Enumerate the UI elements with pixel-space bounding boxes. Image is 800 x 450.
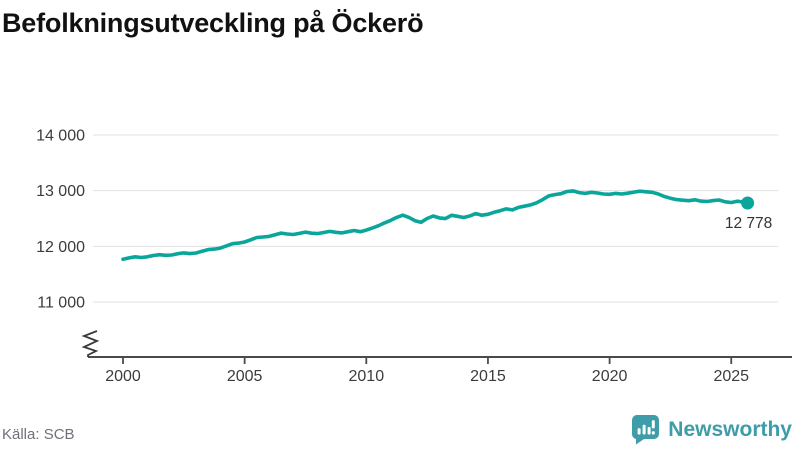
y-tick-label: 14 000 xyxy=(36,127,85,144)
x-tick-label: 2025 xyxy=(713,368,749,385)
x-tick-label: 2000 xyxy=(105,368,141,385)
page-title: Befolkningsutveckling på Öckerö xyxy=(2,8,424,38)
x-tick-label: 2015 xyxy=(470,368,506,385)
x-axis-ticks xyxy=(122,357,733,364)
source-credit: Källa: SCB xyxy=(2,426,75,443)
y-tick-label: 12 000 xyxy=(36,239,85,256)
y-tick-label: 13 000 xyxy=(36,183,85,200)
y-axis-labels: 11 000 12 000 13 000 14 000 xyxy=(36,127,85,311)
newsworthy-logo-icon xyxy=(632,415,660,445)
newsworthy-brand: Newsworthy xyxy=(631,414,792,445)
latest-value-label: 12 778 xyxy=(725,215,772,232)
x-tick-label: 2005 xyxy=(227,368,263,385)
y-gridlines xyxy=(93,134,778,303)
axis-break-icon xyxy=(81,330,100,357)
population-series-line xyxy=(121,189,750,262)
latest-value-dot xyxy=(741,196,755,210)
y-tick-label: 11 000 xyxy=(37,295,85,312)
x-tick-label: 2020 xyxy=(592,368,628,385)
x-axis-labels: 2000 2005 2010 2015 2020 2025 xyxy=(105,368,749,385)
x-tick-label: 2010 xyxy=(349,368,385,385)
newsworthy-wordmark: Newsworthy xyxy=(668,417,792,441)
